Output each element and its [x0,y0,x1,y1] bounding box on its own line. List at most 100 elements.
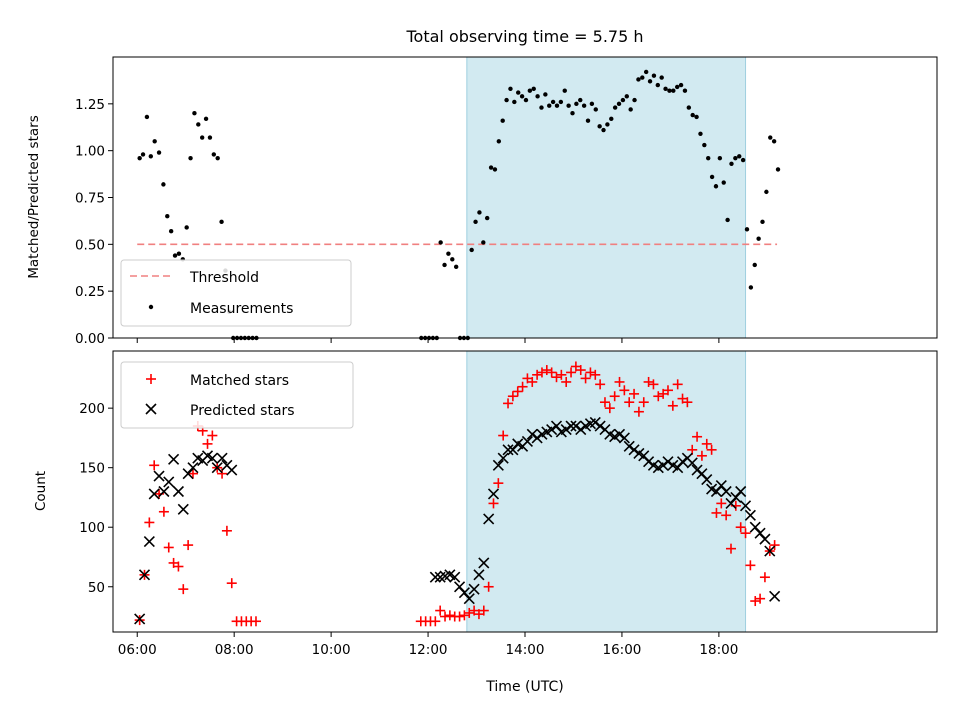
x-tick-label: 14:00 [506,642,545,658]
matched-star-point [706,444,717,455]
predicted-star-point [623,440,635,452]
measurement-point [616,101,622,107]
predicted-star-point [483,513,495,525]
measurement-point [752,262,757,268]
matched-star-point [755,593,766,604]
predicted-star-stroke-b [565,420,577,432]
predicted-star-point [163,476,175,488]
chart-title: Total observing time = 5.75 h [405,27,643,46]
bottom-panel: 06:00 08:00 10:00 12:00 14:00 16:00 18:00 50 100… [33,350,938,695]
predicted-star-stroke-b [487,488,500,500]
measurement-point [609,116,614,122]
matched-star-point [546,367,557,378]
measurement-point [481,240,486,245]
predicted-star-point [618,432,630,444]
matched-star-point [551,372,562,383]
matched-star-point [483,581,494,592]
measurement-point [438,240,443,245]
predicted-star-point [177,503,189,515]
measurement-point [199,135,205,140]
matched-star-point [512,386,523,397]
matched-star-point [187,468,198,479]
measurement-point [682,88,688,93]
matched-star-point [444,610,455,621]
predicted-star-point [134,613,146,625]
measurement-point [527,88,533,93]
measurement-point [601,127,606,133]
matched-star-point [440,611,451,622]
predicted-star-stroke-b [502,444,514,456]
predicted-star-point [589,416,601,429]
bottom-plot-marks [134,361,781,627]
measurement-point [161,182,166,187]
matched-star-point [158,506,169,517]
measurement-point [176,251,182,256]
predicted-star-stroke-b [638,450,650,462]
predicted-star-stroke-b [192,452,204,464]
measurement-point [768,135,773,140]
measurement-point [717,155,723,161]
measurement-point [137,155,142,161]
predicted-star-stroke-b [701,474,713,486]
predicted-star-point [487,488,500,500]
measurement-point [764,189,769,195]
predicted-star-stroke-b [521,435,533,448]
predicted-star-stroke-b [769,590,781,602]
predicted-star-point [759,533,771,545]
measurement-point [729,161,734,166]
predicted-star-point [429,571,441,583]
x-tick-label: 08:00 [215,642,254,658]
matched-star-point [643,376,654,387]
predicted-star-stroke-b [764,545,776,557]
bottom-x-axis-label: Time (UTC) [485,679,563,695]
matched-star-point [672,379,683,390]
measurement-point [740,157,746,163]
predicted-star-stroke-b [497,452,509,464]
measurement-point [531,86,536,92]
matched-star-point [566,367,577,378]
matched-star-point [740,528,751,539]
measurement-point [156,150,162,155]
predicted-star-point [211,462,223,474]
measurement-point [574,101,579,107]
measurement-point [674,84,680,90]
measurement-point [643,69,649,75]
predicted-star-point [662,456,674,468]
predicted-star-point [168,453,180,465]
measurement-point [547,103,552,108]
matched-star-point [750,596,761,607]
measurement-point [500,118,505,123]
measurement-point [554,103,560,108]
legend-matched-label: Matched stars [190,373,289,389]
measurement-point [578,97,583,103]
bottom-axes-frame [112,350,938,633]
matched-star-point [595,379,606,390]
measurement-point [721,180,726,185]
predicted-star-point [531,432,543,444]
predicted-star-point [226,464,238,476]
measurement-point [620,97,626,103]
measurement-point [168,229,174,234]
predicted-star-stroke-b [138,569,151,581]
measurement-point [535,94,540,99]
measurement-point [453,264,459,270]
measurement-point [512,99,517,105]
matched-star-point [221,525,232,536]
measurement-point [771,139,777,144]
predicted-star-point [526,428,538,440]
predicted-star-point [172,485,185,498]
x-tick-label: 06:00 [118,642,157,658]
predicted-star-stroke-b [492,459,504,471]
measurement-point [702,142,707,148]
top-axis-ticks: 0.00 0.25 0.50 0.75 1.00 1.25 [75,97,720,347]
measurement-point [215,155,220,161]
predicted-star-stroke-b [429,571,441,583]
predicted-star-point [546,424,558,436]
predicted-star-stroke-b [735,485,747,498]
measurement-point [694,114,699,120]
predicted-star-stroke-b [168,453,180,465]
measurement-point [477,210,482,215]
legend-threshold-label: Threshold [189,270,259,286]
x-tick-label: 10:00 [312,642,351,658]
predicted-star-point [735,485,747,498]
